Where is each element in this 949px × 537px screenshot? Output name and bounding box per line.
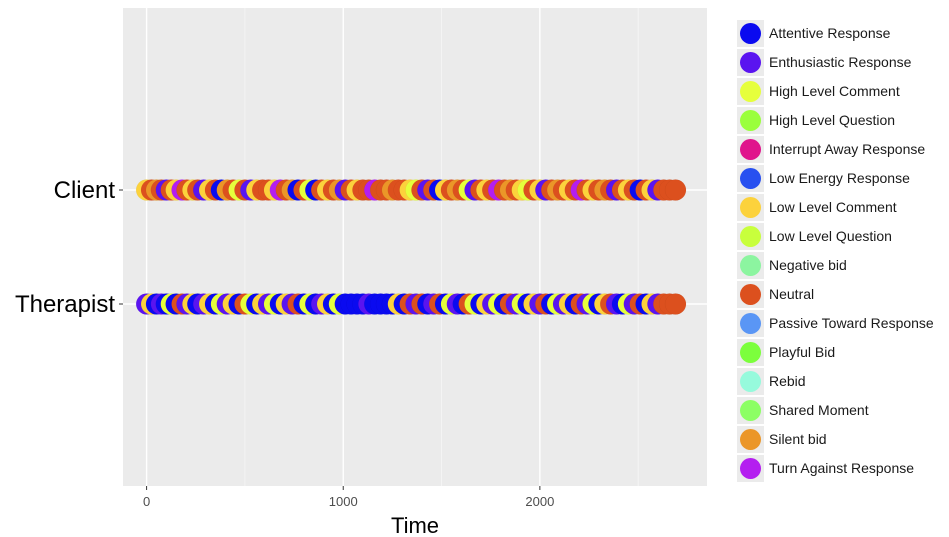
legend-item: Low Energy Response (737, 165, 949, 194)
legend-label: Playful Bid (769, 344, 836, 360)
legend-label: High Level Question (769, 112, 896, 128)
legend-key (737, 310, 764, 337)
legend-item: Attentive Response (737, 20, 949, 49)
legend-swatch (740, 81, 761, 102)
y-axis-categories: Client Therapist (15, 177, 123, 318)
legend-key (737, 223, 764, 250)
legend-label: Turn Against Response (769, 460, 915, 476)
legend-key (737, 78, 764, 105)
legend-key (737, 107, 764, 134)
legend-item: Silent bid (737, 426, 949, 455)
legend-swatch (740, 458, 761, 479)
legend-item: Shared Moment (737, 397, 949, 426)
legend-swatch (740, 23, 761, 44)
y-category-label: Client (54, 177, 116, 204)
data-point (664, 293, 687, 315)
legend-swatch (740, 284, 761, 305)
legend-key (737, 339, 764, 366)
legend-item: Negative bid (737, 252, 949, 281)
legend-label: Passive Toward Response (769, 315, 934, 331)
legend-key (737, 397, 764, 424)
legend-swatch (740, 168, 761, 189)
legend-label: Shared Moment (769, 402, 869, 418)
data-point (664, 179, 687, 201)
data-points (135, 179, 687, 315)
legend-swatch (740, 197, 761, 218)
legend-item: Interrupt Away Response (737, 136, 949, 165)
x-tick-label: 2000 (525, 494, 554, 509)
legend-label: Negative bid (769, 257, 847, 273)
plot-panel (123, 8, 707, 486)
legend-label: Interrupt Away Response (769, 141, 926, 157)
x-axis-title: Time (391, 513, 439, 537)
legend-item: Neutral (737, 281, 949, 310)
legend-item: High Level Comment (737, 78, 949, 107)
legend-key (737, 194, 764, 221)
legend-key (737, 455, 764, 482)
legend-item: Playful Bid (737, 339, 949, 368)
y-category-label: Therapist (15, 291, 115, 318)
legend-swatch (740, 342, 761, 363)
legend-key (737, 368, 764, 395)
legend: Attentive Response Enthusiastic Response H… (737, 20, 949, 484)
legend-swatch (740, 139, 761, 160)
legend-key (737, 281, 764, 308)
legend-swatch (740, 400, 761, 421)
legend-item: Enthusiastic Response (737, 49, 949, 78)
legend-label: Rebid (769, 373, 806, 389)
legend-label: High Level Comment (769, 83, 900, 99)
legend-key (737, 252, 764, 279)
legend-item: High Level Question (737, 107, 949, 136)
legend-key (737, 426, 764, 453)
legend-key (737, 165, 764, 192)
legend-label: Neutral (769, 286, 815, 302)
legend-key (737, 136, 764, 163)
legend-swatch (740, 371, 761, 392)
legend-item: Rebid (737, 368, 949, 397)
x-tick-label: 1000 (329, 494, 358, 509)
legend-label: Attentive Response (769, 25, 891, 41)
legend-label: Low Level Question (769, 228, 892, 244)
x-axis-ticks: 0 1000 2000 (143, 486, 554, 509)
legend-swatch (740, 52, 761, 73)
legend-item: Turn Against Response (737, 455, 949, 484)
legend-swatch (740, 110, 761, 131)
legend-swatch (740, 429, 761, 450)
legend-label: Enthusiastic Response (769, 54, 912, 70)
legend-key (737, 49, 764, 76)
legend-label: Silent bid (769, 431, 827, 447)
legend-key (737, 20, 764, 47)
x-tick-label: 0 (143, 494, 150, 509)
legend-item: Low Level Question (737, 223, 949, 252)
legend-item: Passive Toward Response (737, 310, 949, 339)
legend-item: Low Level Comment (737, 194, 949, 223)
legend-label: Low Energy Response (769, 170, 910, 186)
legend-swatch (740, 255, 761, 276)
legend-swatch (740, 226, 761, 247)
legend-label: Low Level Comment (769, 199, 897, 215)
legend-swatch (740, 313, 761, 334)
